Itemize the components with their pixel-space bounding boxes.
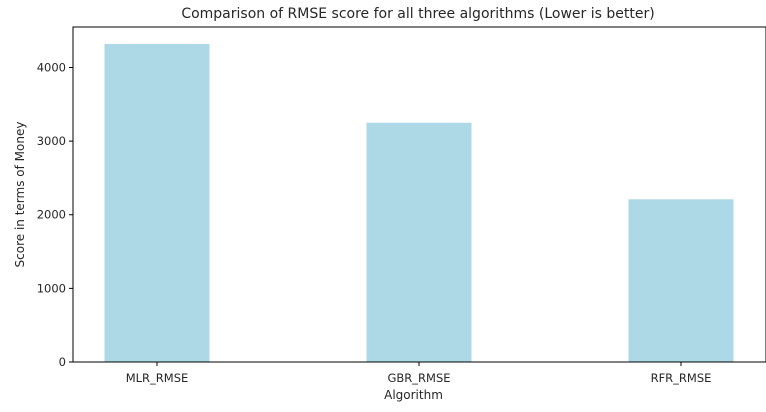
x-tick-label: RFR_RMSE xyxy=(651,371,712,385)
y-axis-label: Score in terms of Money xyxy=(13,122,27,268)
bar-mlr-rmse xyxy=(104,43,210,362)
y-tick-label: 4000 xyxy=(37,60,66,74)
y-tick-label: 3000 xyxy=(37,134,66,148)
y-tick-label: 1000 xyxy=(37,281,66,295)
x-axis: MLR_RMSE GBR_RMSE RFR_RMSE xyxy=(126,362,712,385)
bar-rfr-rmse xyxy=(628,199,734,362)
y-axis: 0 1000 2000 3000 4000 xyxy=(37,60,73,369)
bars-group xyxy=(104,43,734,362)
x-tick-label: GBR_RMSE xyxy=(387,371,450,385)
bar-gbr-rmse xyxy=(366,122,472,362)
x-axis-label: Algorithm xyxy=(384,388,443,402)
x-tick-label: MLR_RMSE xyxy=(126,371,189,385)
plot-frame xyxy=(72,26,766,363)
y-tick-label: 2000 xyxy=(37,208,66,222)
chart-title: Comparison of RMSE score for all three a… xyxy=(181,6,654,22)
y-tick-label: 0 xyxy=(59,355,66,369)
